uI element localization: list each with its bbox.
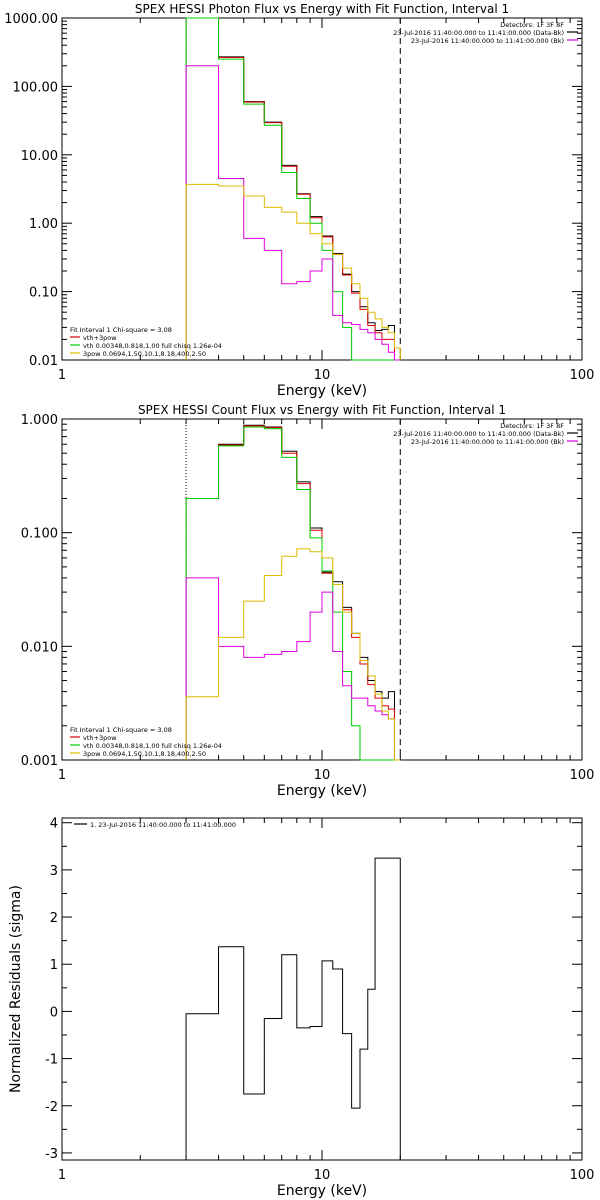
series-line [185, 857, 401, 1160]
y-tick-label: 1000.00 [4, 12, 58, 27]
data-series [185, 577, 401, 761]
plot-frame [61, 418, 583, 761]
legend-label: 1. 23-Jul-2016 11:40:00.000 to 11:41:00.… [90, 821, 236, 829]
y-tick-label: -2 [45, 1100, 58, 1115]
x-tick-label: 100 [570, 368, 595, 383]
y-tick-label: 0.100 [21, 527, 58, 542]
x-axis-label: Energy (keV) [277, 1183, 367, 1199]
legend-label: Fit Interval 1 Chi-square = 3.08 [70, 726, 172, 734]
y-axis: 0.01 0.10 1.00 10.00 100.00 1000.00 [4, 12, 582, 369]
y-tick-label: 1 [50, 958, 58, 973]
y-tick-label: 3 [50, 864, 58, 879]
x-axis: 1 10 100 [58, 18, 595, 383]
chart-title: SPEX HESSI Photon Flux vs Energy with Fi… [135, 2, 509, 16]
legend-label: vth+3pow [83, 334, 117, 342]
x-tick-label: 10 [314, 368, 331, 383]
y-tick-label: 100.00 [13, 80, 59, 95]
legend-label: 3pow 0.0694,1.50,10.1,8.18,400,2.50 [83, 350, 206, 358]
series-line [185, 548, 401, 761]
data-series [185, 857, 401, 1160]
legend-label: vth 0.00348,0.818,1.00 full chisq 1.26e-… [83, 342, 222, 350]
x-tick-label: 10 [314, 1168, 331, 1183]
legend-label: vth+3pow [83, 734, 117, 742]
legend-label: vth 0.00348,0.818,1.00 full chisq 1.26e-… [83, 742, 222, 750]
y-tick-label: 0.01 [29, 354, 58, 369]
series-line [185, 577, 401, 761]
data-series [185, 548, 401, 761]
legend-label: 23-Jul-2016 11:40:00.000 to 11:41:00.000… [411, 438, 564, 446]
legend-label: Detectors: 1F 3F 8F [500, 422, 564, 430]
y-tick-label: 1.00 [29, 217, 58, 232]
x-tick-label: 100 [570, 768, 595, 783]
x-tick-label: 1 [58, 1168, 66, 1183]
y-tick-label: 4 [50, 817, 58, 832]
y-tick-label: 0.010 [21, 640, 58, 655]
legend-label: Fit Interval 1 Chi-square = 3.08 [70, 326, 172, 334]
data-series [185, 65, 401, 361]
x-tick-label: 10 [314, 768, 331, 783]
x-tick-label: 1 [58, 368, 66, 383]
data-series [185, 183, 401, 360]
series-line [185, 65, 401, 361]
data-series [185, 17, 401, 361]
y-axis: 0.001 0.010 0.100 1.000 [21, 413, 582, 769]
x-axis-label: Energy (keV) [277, 783, 367, 799]
residuals-chart: 1 10 100 Energy (keV) -3 -2 -1 0 1 2 3 4 Normalized … [8, 817, 595, 1199]
x-axis: 1 10 100 [58, 818, 595, 1183]
y-axis: -3 -2 -1 0 1 2 3 4 [45, 817, 582, 1162]
y-tick-label: 10.00 [21, 149, 58, 164]
legend-label: 23-Jul-2016 11:40:00.000 to 11:41:00.000… [393, 29, 564, 37]
y-tick-label: 1.000 [21, 413, 58, 428]
series-line [185, 183, 401, 360]
series-line [185, 17, 401, 361]
plot-frame [61, 17, 583, 361]
legend-label: Detectors: 1F 3F 8F [500, 21, 564, 29]
x-tick-label: 100 [570, 1168, 595, 1183]
y-tick-label: 0.10 [29, 286, 58, 301]
count-flux-chart: SPEX HESSI Count Flux vs Energy with Fit… [21, 403, 595, 799]
x-axis-label: Energy (keV) [277, 383, 367, 399]
legend-label: 3pow 0.0694,1.50,10.1,8.18,400,2.50 [83, 750, 206, 758]
y-tick-label: -1 [45, 1053, 58, 1068]
y-axis-label: Normalized Residuals (sigma) [8, 885, 24, 1093]
legend-label: 23-Jul-2016 11:40:00.000 to 11:41:00.000… [411, 37, 564, 45]
y-tick-label: 0.001 [21, 754, 58, 769]
photon-flux-chart: SPEX HESSI Photon Flux vs Energy with Fi… [4, 2, 595, 399]
chart-title: SPEX HESSI Count Flux vs Energy with Fit… [138, 403, 506, 417]
y-tick-label: 0 [50, 1005, 58, 1020]
y-tick-label: -3 [45, 1147, 58, 1162]
x-tick-label: 1 [58, 768, 66, 783]
legend-label: 23-Jul-2016 11:40:00.000 to 11:41:00.000… [393, 430, 564, 438]
y-tick-label: 2 [50, 911, 58, 926]
